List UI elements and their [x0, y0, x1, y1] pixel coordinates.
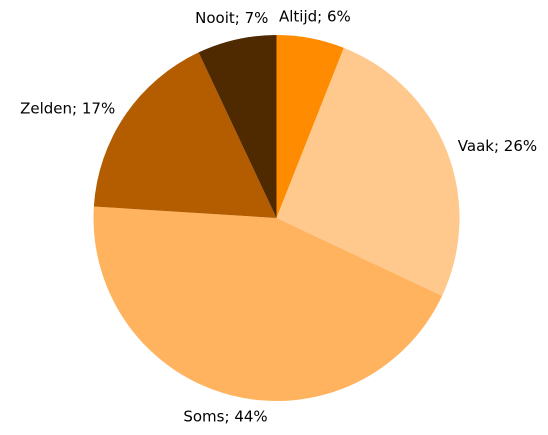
slice-category: Altijd [279, 7, 317, 25]
slice-value: ; 6% [317, 7, 351, 25]
slice-category: Vaak [458, 137, 494, 155]
pie-slice [93, 206, 443, 401]
slice-label: Altijd; 6% [279, 7, 351, 25]
slice-value: ; 17% [72, 99, 115, 117]
pie-slice [276, 47, 460, 296]
pie-slice [93, 52, 277, 218]
slice-label: Vaak; 26% [458, 137, 537, 155]
slice-value: ; 44% [225, 407, 268, 425]
slice-value: ; 26% [494, 137, 537, 155]
slice-value: ; 7% [235, 8, 269, 26]
pie-slice [276, 35, 344, 218]
slice-category: Zelden [20, 99, 72, 117]
slice-category: Soms [183, 407, 224, 425]
slice-label: Zelden; 17% [20, 99, 115, 117]
slice-category: Nooit [195, 8, 235, 26]
slice-label: Soms; 44% [183, 407, 267, 425]
pie-slice [198, 35, 277, 218]
slice-label: Nooit; 7% [195, 8, 268, 26]
